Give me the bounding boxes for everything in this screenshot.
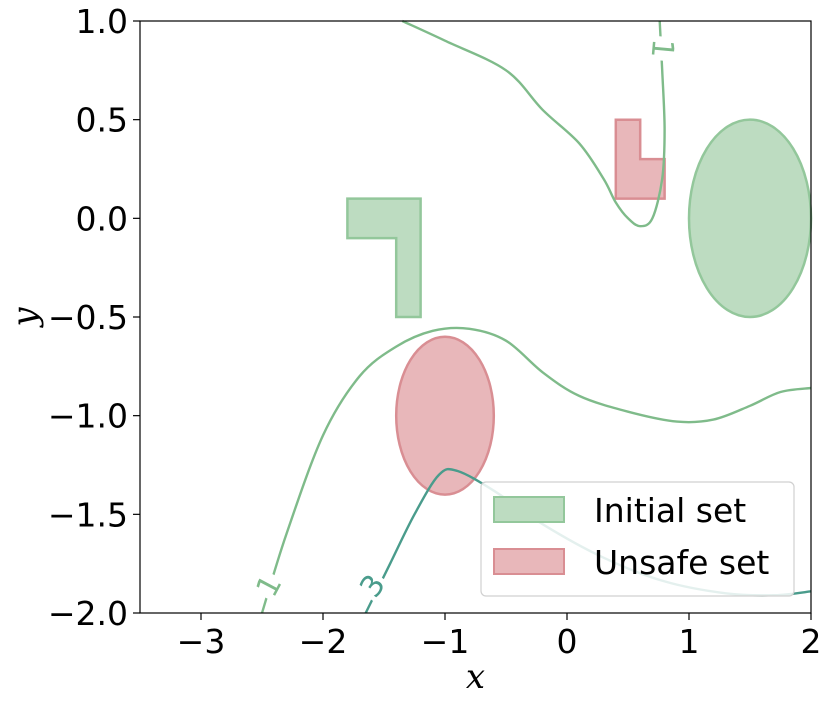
x-axis-ticks: −3 −2 −1 0 1 2 <box>177 613 822 661</box>
y-tick-label: −1.0 <box>48 397 128 436</box>
legend-label-unsafe-set: Unsafe set <box>594 543 769 582</box>
regions-layer <box>346 118 813 496</box>
legend: Initial set Unsafe set <box>480 481 795 597</box>
x-tick-label: 1 <box>679 622 700 661</box>
initial-set-polygon-0 <box>346 197 422 319</box>
contour-label-1-0: 1 <box>644 37 681 59</box>
legend-swatch-unsafe-set <box>493 548 565 575</box>
y-tick-label: 0.0 <box>76 199 128 238</box>
y-axis-ticks: 1.0 0.5 0.0 −0.5 −1.0 −1.5 −2.0 <box>48 2 140 633</box>
x-axis-label: x <box>466 657 485 697</box>
x-tick-label: 0 <box>557 622 578 661</box>
x-tick-label: −2 <box>299 622 348 661</box>
y-tick-label: −0.5 <box>48 298 128 337</box>
x-tick-label: −1 <box>421 622 470 661</box>
legend-swatch-initial-set <box>493 496 565 523</box>
unsafe-set-polygon-2 <box>614 118 666 200</box>
unsafe-set-ellipse-3 <box>394 335 496 496</box>
y-tick-label: 0.5 <box>76 101 128 140</box>
contour-level-1-path-1 <box>260 326 812 614</box>
initial-set-ellipse-1 <box>687 118 813 319</box>
y-tick-label: −2.0 <box>48 594 128 633</box>
y-tick-label: 1.0 <box>76 2 128 41</box>
legend-label-initial-set: Initial set <box>594 491 746 530</box>
contour-level-1-path-0 <box>401 19 666 228</box>
x-tick-label: 2 <box>801 622 822 661</box>
contour-label-gap-3-0 <box>350 565 393 605</box>
contour-label-gap-1-1 <box>247 566 289 604</box>
y-axis-label: y <box>5 307 45 329</box>
contour-label-gap-1-0 <box>645 35 682 63</box>
x-tick-label: −3 <box>177 622 226 661</box>
y-tick-label: −1.5 <box>48 495 128 534</box>
